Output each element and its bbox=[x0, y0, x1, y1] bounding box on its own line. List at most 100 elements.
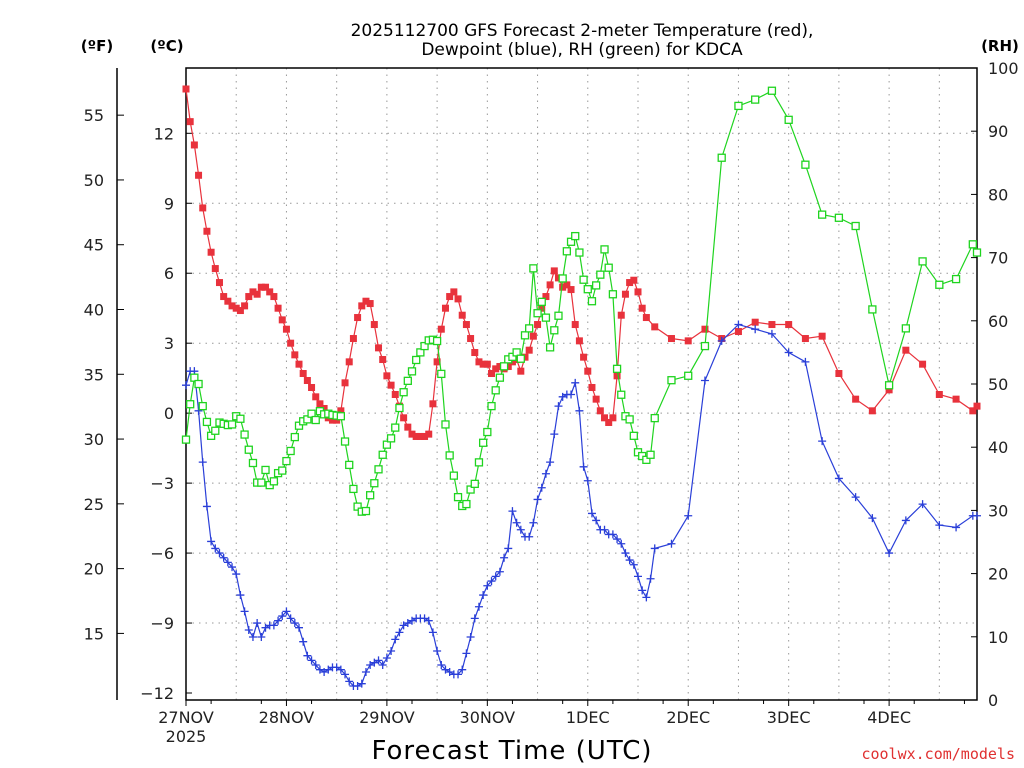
dewpoint-point bbox=[487, 577, 496, 586]
temperature-point bbox=[684, 337, 692, 345]
dewpoint-point bbox=[232, 570, 241, 579]
dewpoint-point bbox=[650, 544, 659, 553]
temperature-point bbox=[416, 432, 424, 440]
rh-point bbox=[374, 465, 383, 474]
temperature-point bbox=[638, 304, 646, 312]
dewpoint-point bbox=[608, 530, 617, 539]
rh-point bbox=[294, 421, 304, 430]
rh-point bbox=[684, 371, 693, 380]
temperature-point bbox=[492, 365, 500, 373]
celsius-tick-label: 9 bbox=[164, 194, 174, 213]
rh-point bbox=[349, 484, 358, 494]
dewpoint-point bbox=[617, 539, 626, 548]
dewpoint-point bbox=[918, 500, 927, 509]
dewpoint-point bbox=[299, 637, 308, 646]
dewpoint-point bbox=[391, 635, 400, 644]
dewpoint-point bbox=[587, 509, 596, 518]
temperature-point bbox=[525, 346, 533, 354]
dewpoint-point bbox=[295, 623, 303, 632]
celsius-tick-label: −12 bbox=[140, 684, 174, 703]
dewpoint-point bbox=[613, 535, 622, 544]
rh-point bbox=[625, 415, 634, 424]
temperature-point bbox=[651, 323, 659, 331]
dewpoint-point bbox=[387, 647, 396, 656]
rh-point bbox=[968, 240, 977, 249]
dewpoint-point bbox=[182, 381, 190, 390]
temperature-point bbox=[504, 363, 512, 371]
dewpoint-point bbox=[428, 628, 437, 637]
rh-point bbox=[587, 297, 597, 306]
rh-tick-label: 50 bbox=[988, 375, 1008, 394]
rh-point bbox=[365, 491, 375, 500]
rh-point bbox=[571, 231, 580, 241]
x-tick-label: 27NOV bbox=[158, 708, 214, 727]
dewpoint-point bbox=[341, 670, 350, 679]
dewpoint-point bbox=[512, 518, 521, 527]
rh-point bbox=[512, 348, 521, 357]
temperature-point bbox=[818, 332, 826, 340]
rh-point bbox=[282, 456, 291, 466]
x-tick-label: 4DEC bbox=[867, 708, 911, 727]
rh-point bbox=[449, 471, 459, 480]
fahrenheit-tick-label: 50 bbox=[84, 171, 104, 190]
dewpoint-point bbox=[851, 493, 860, 502]
dewpoint-point bbox=[646, 574, 655, 583]
rh-point bbox=[851, 221, 860, 231]
rh-point bbox=[751, 95, 760, 104]
rh-point bbox=[336, 412, 346, 421]
rh-point bbox=[596, 270, 605, 279]
rh-tick-label: 60 bbox=[988, 312, 1008, 331]
x-axis-label: Forecast Time (UTC) bbox=[371, 736, 652, 766]
dewpoint-point bbox=[282, 607, 291, 616]
rh-point bbox=[399, 388, 408, 397]
temperature-point bbox=[952, 395, 960, 403]
rh-point bbox=[646, 450, 655, 459]
rh-point bbox=[240, 430, 249, 439]
temperature-point bbox=[207, 248, 215, 256]
x-tick-label: 3DEC bbox=[767, 708, 811, 727]
dewpoint-point bbox=[466, 633, 475, 642]
dewpoint-point bbox=[458, 665, 467, 674]
temperature-point bbox=[458, 311, 466, 319]
dewpoint-point bbox=[462, 649, 471, 658]
rh-unit-label: (RH) bbox=[981, 37, 1019, 55]
rh-point bbox=[717, 153, 726, 162]
temperature-point bbox=[228, 302, 236, 310]
dewpoint-point bbox=[198, 458, 207, 467]
rh-tick-label: 30 bbox=[988, 501, 1008, 520]
temperature-point bbox=[571, 321, 579, 329]
dewpoint-point bbox=[529, 518, 538, 527]
temperature-point bbox=[626, 279, 634, 287]
temperature-point bbox=[567, 286, 575, 294]
dewpoint-point bbox=[571, 378, 580, 387]
x-tick-label: 30NOV bbox=[460, 708, 516, 727]
rh-tick-label: 10 bbox=[988, 628, 1008, 647]
dewpoint-point bbox=[257, 633, 266, 642]
rh-tick-label: 100 bbox=[988, 59, 1019, 78]
temperature-point bbox=[437, 325, 445, 333]
temperature-point bbox=[521, 353, 529, 361]
dewpoint-point bbox=[483, 581, 492, 590]
dewpoint-point bbox=[353, 682, 362, 691]
rh-point bbox=[186, 400, 195, 409]
temperature-point bbox=[236, 307, 244, 315]
dewpoint-point bbox=[253, 619, 262, 628]
rh-point bbox=[462, 499, 471, 509]
fahrenheit-tick-label: 45 bbox=[84, 236, 104, 255]
temperature-point bbox=[621, 290, 629, 298]
rh-point bbox=[382, 440, 392, 449]
rh-point bbox=[935, 280, 944, 289]
dewpoint-point bbox=[320, 668, 329, 677]
rh-point bbox=[340, 437, 350, 446]
rh-point bbox=[483, 427, 492, 437]
rh-point bbox=[269, 477, 279, 486]
temperature-point bbox=[517, 367, 525, 375]
dewpoint-point bbox=[550, 430, 559, 439]
temperature-point bbox=[379, 356, 387, 364]
temperature-point bbox=[885, 386, 893, 394]
temperature-point bbox=[575, 337, 583, 345]
rh-point bbox=[416, 348, 425, 357]
rh-tick-label: 0 bbox=[988, 691, 998, 710]
dewpoint-point bbox=[508, 507, 517, 516]
rh-point bbox=[884, 381, 894, 390]
